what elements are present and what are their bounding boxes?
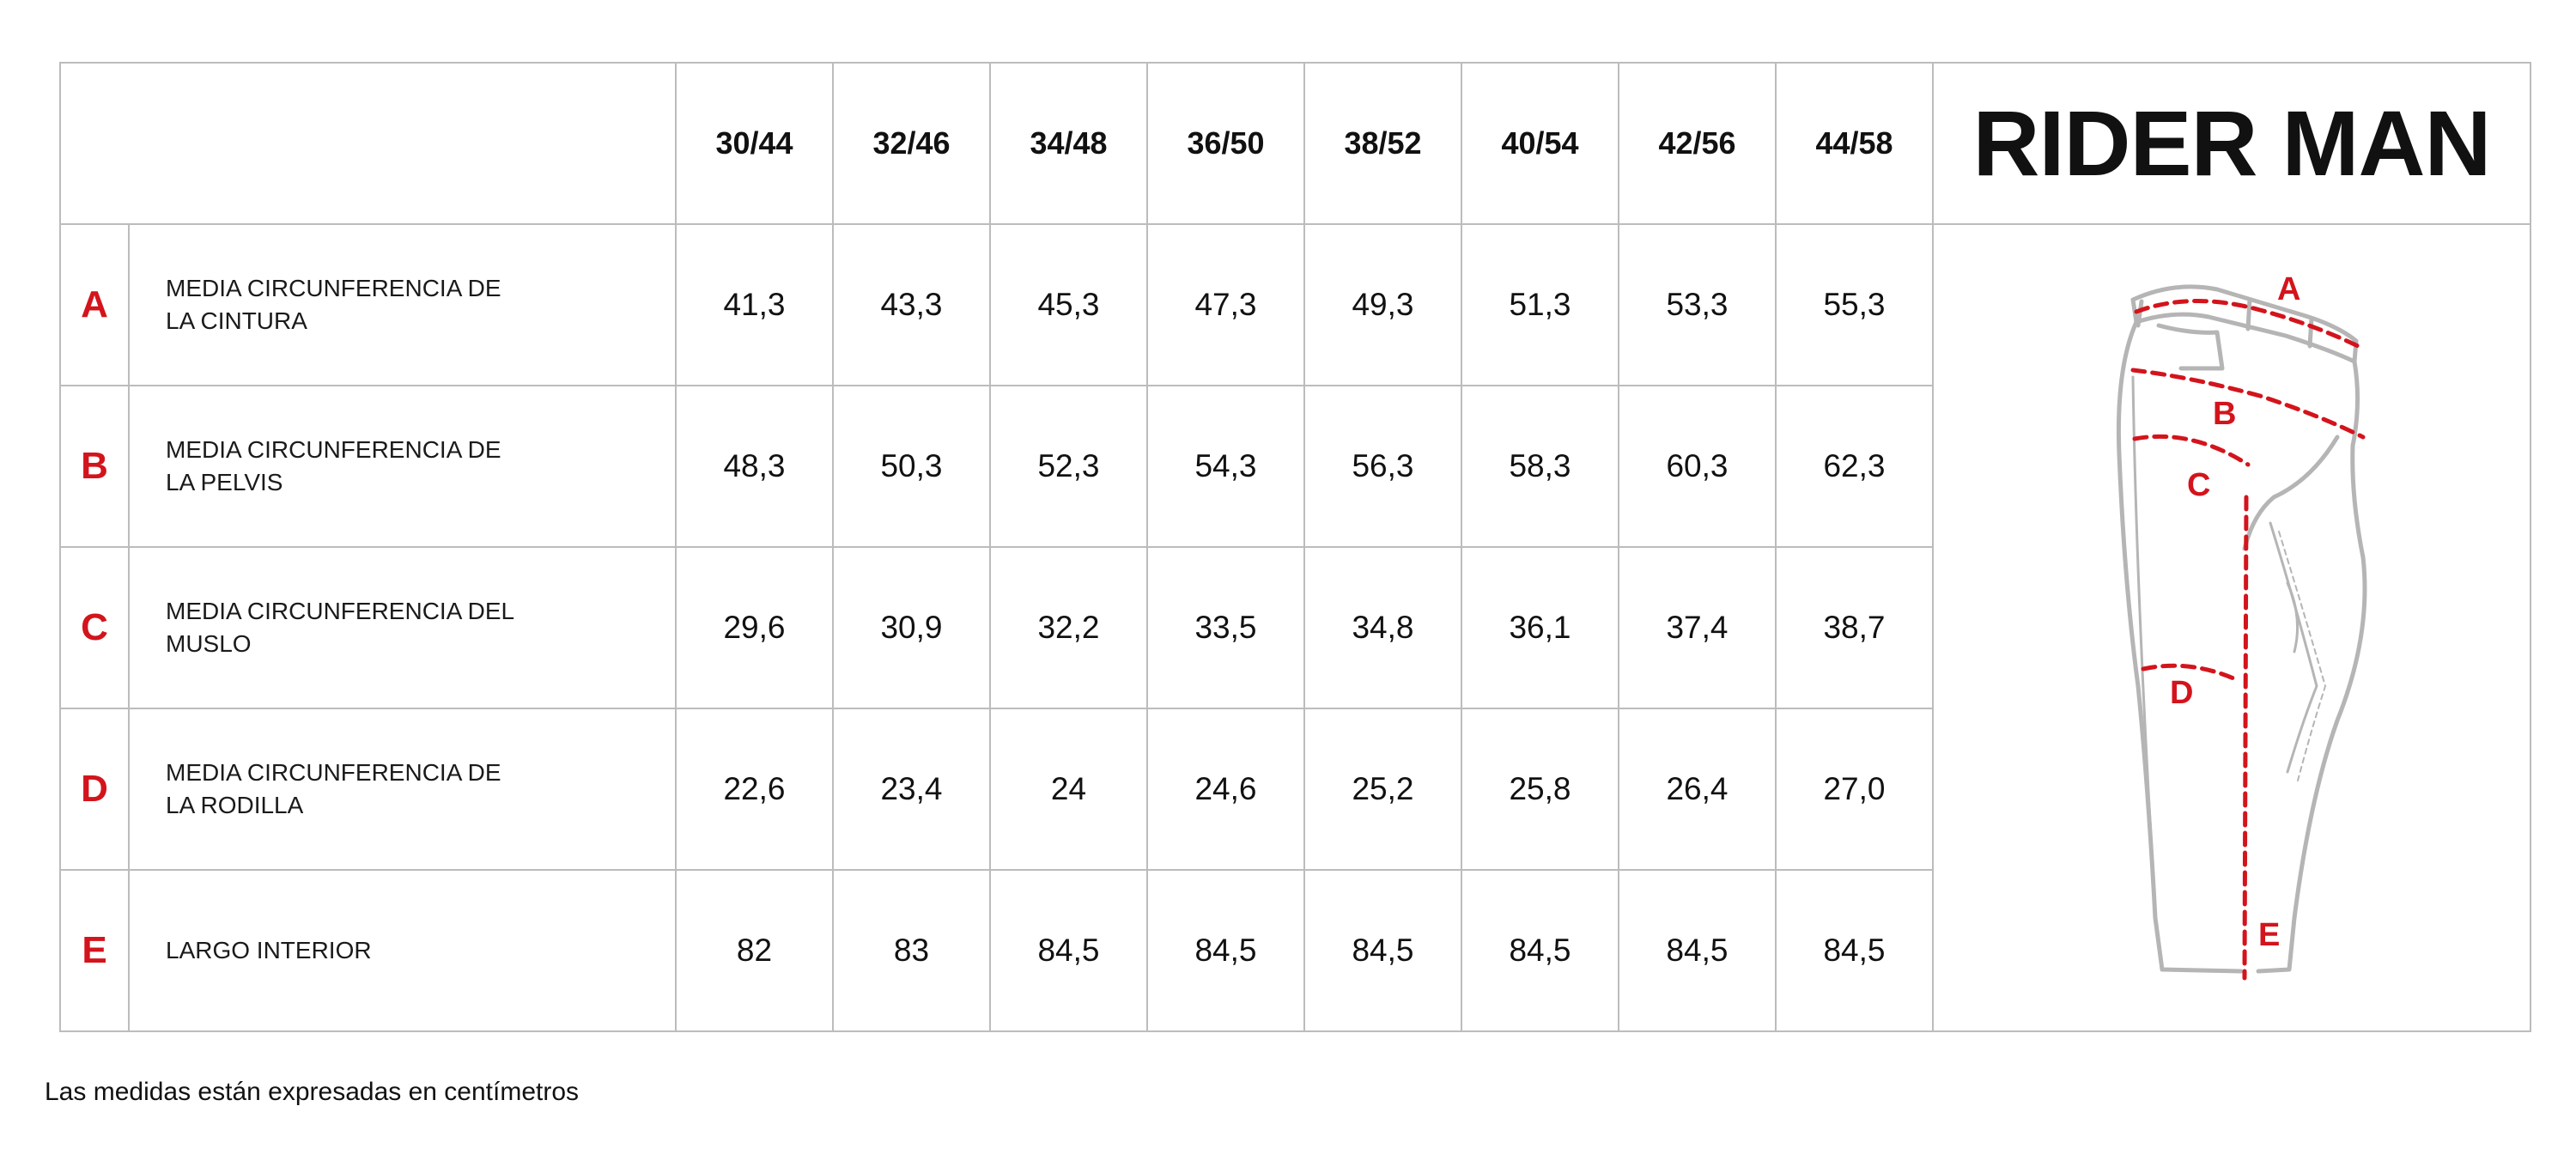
value-cell: 51,3 <box>1461 223 1619 386</box>
measure-row-b: B MEDIA CIRCUNFERENCIA DE LA PELVIS 48,3… <box>59 385 2530 548</box>
header-empty-cell <box>59 62 677 225</box>
value-cell: 84,5 <box>1461 869 1619 1032</box>
value-cell: 24 <box>989 708 1148 871</box>
value-cell: 23,4 <box>832 708 991 871</box>
marker-line-e <box>2242 495 2249 980</box>
units-note: Las medidas están expresadas en centímet… <box>45 1078 580 1106</box>
row-label-cell: MEDIA CIRCUNFERENCIA DEL MUSLO <box>128 546 677 709</box>
measure-row-d: D MEDIA CIRCUNFERENCIA DE LA RODILLA 22,… <box>59 708 2530 871</box>
row-label: LARGO INTERIOR <box>166 937 372 963</box>
marker-line-c <box>2132 434 2251 466</box>
value-cell: 55,3 <box>1775 223 1934 386</box>
value-cell: 56,3 <box>1303 385 1462 548</box>
marker-line-b <box>2130 368 2366 439</box>
value-cell: 54,3 <box>1146 385 1305 548</box>
brand-title: RIDER MAN <box>1972 91 2492 195</box>
pants-front-outline <box>2256 359 2367 973</box>
value-cell: 25,8 <box>1461 708 1619 871</box>
row-letter: B <box>59 385 130 548</box>
value-cell: 41,3 <box>675 223 834 386</box>
row-letter: D <box>59 708 130 871</box>
marker-line-d <box>2141 663 2242 683</box>
size-header: 34/48 <box>989 62 1148 225</box>
value-cell: 62,3 <box>1775 385 1934 548</box>
value-cell: 45,3 <box>989 223 1148 386</box>
pants-side-seam <box>2131 375 2157 910</box>
value-cell: 84,5 <box>1303 869 1462 1032</box>
value-cell: 84,5 <box>1775 869 1934 1032</box>
value-cell: 52,3 <box>989 385 1148 548</box>
value-cell: 29,6 <box>675 546 834 709</box>
pants-inner-seam <box>2278 530 2326 781</box>
size-header: 44/58 <box>1775 62 1934 225</box>
marker-label-b: B <box>2213 396 2236 432</box>
value-cell: 82 <box>675 869 834 1032</box>
value-cell: 22,6 <box>675 708 834 871</box>
marker-line-a <box>2134 298 2360 348</box>
value-cell: 38,7 <box>1775 546 1934 709</box>
value-cell: 34,8 <box>1303 546 1462 709</box>
value-cell: 32,2 <box>989 546 1148 709</box>
measure-row-e: E LARGO INTERIOR 82 83 84,5 84,5 84,5 84… <box>59 869 2530 1032</box>
value-cell: 83 <box>832 869 991 1032</box>
value-cell: 84,5 <box>1146 869 1305 1032</box>
value-cell: 84,5 <box>1618 869 1777 1032</box>
value-cell: 37,4 <box>1618 546 1777 709</box>
size-header: 36/50 <box>1146 62 1305 225</box>
value-cell: 24,6 <box>1146 708 1305 871</box>
marker-label-c: C <box>2187 467 2210 503</box>
value-cell: 33,5 <box>1146 546 1305 709</box>
row-label: MEDIA CIRCUNFERENCIA DE LA PELVIS <box>166 436 501 495</box>
row-letter: E <box>59 869 130 1032</box>
pants-diagram-cell: A B C D E <box>1932 223 2531 1032</box>
value-cell: 48,3 <box>675 385 834 548</box>
marker-label-e: E <box>2258 917 2280 953</box>
marker-label-a: A <box>2277 271 2300 307</box>
marker-label-d: D <box>2170 675 2193 711</box>
size-header: 32/46 <box>832 62 991 225</box>
pants-crotch <box>2242 435 2340 550</box>
pants-diagram: A B C D E <box>2116 271 2367 980</box>
value-cell: 25,2 <box>1303 708 1462 871</box>
pants-belt-loop <box>2245 297 2252 331</box>
brand-cell: RIDER MAN <box>1932 62 2531 225</box>
size-header: 42/56 <box>1618 62 1777 225</box>
header-row: 30/44 32/46 34/48 36/50 38/52 40/54 42/5… <box>59 62 2531 225</box>
value-cell: 58,3 <box>1461 385 1619 548</box>
measure-row-a: A MEDIA CIRCUNFERENCIA DE LA CINTURA 41,… <box>59 223 2531 1032</box>
pants-waistband <box>2130 283 2359 363</box>
row-label-cell: LARGO INTERIOR <box>128 869 677 1032</box>
size-header: 30/44 <box>675 62 834 225</box>
row-label: MEDIA CIRCUNFERENCIA DE LA CINTURA <box>166 275 501 334</box>
pants-inner-seam <box>2269 521 2318 773</box>
pants-belt-loop <box>2136 299 2144 327</box>
value-cell: 36,1 <box>1461 546 1619 709</box>
row-label-cell: MEDIA CIRCUNFERENCIA DE LA RODILLA <box>128 708 677 871</box>
pants-pocket <box>2156 323 2225 370</box>
pants-back-outline <box>2116 319 2244 973</box>
row-label-cell: MEDIA CIRCUNFERENCIA DE LA CINTURA <box>128 223 677 386</box>
row-letter: A <box>59 223 130 386</box>
size-header: 38/52 <box>1303 62 1462 225</box>
value-cell: 50,3 <box>832 385 991 548</box>
row-letter: C <box>59 546 130 709</box>
row-label: MEDIA CIRCUNFERENCIA DE LA RODILLA <box>166 759 501 818</box>
measure-row-c: C MEDIA CIRCUNFERENCIA DEL MUSLO 29,6 30… <box>59 546 2530 709</box>
row-label: MEDIA CIRCUNFERENCIA DEL MUSLO <box>166 598 514 657</box>
size-header: 40/54 <box>1461 62 1619 225</box>
pants-belt-loop <box>2307 316 2314 348</box>
value-cell: 30,9 <box>832 546 991 709</box>
value-cell: 84,5 <box>989 869 1148 1032</box>
value-cell: 49,3 <box>1303 223 1462 386</box>
value-cell: 60,3 <box>1618 385 1777 548</box>
row-label-cell: MEDIA CIRCUNFERENCIA DE LA PELVIS <box>128 385 677 548</box>
value-cell: 47,3 <box>1146 223 1305 386</box>
value-cell: 43,3 <box>832 223 991 386</box>
value-cell: 26,4 <box>1618 708 1777 871</box>
pants-knee-fold <box>2286 581 2300 653</box>
value-cell: 27,0 <box>1775 708 1934 871</box>
size-chart-table: 30/44 32/46 34/48 36/50 38/52 40/54 42/5… <box>59 62 2531 1032</box>
value-cell: 53,3 <box>1618 223 1777 386</box>
